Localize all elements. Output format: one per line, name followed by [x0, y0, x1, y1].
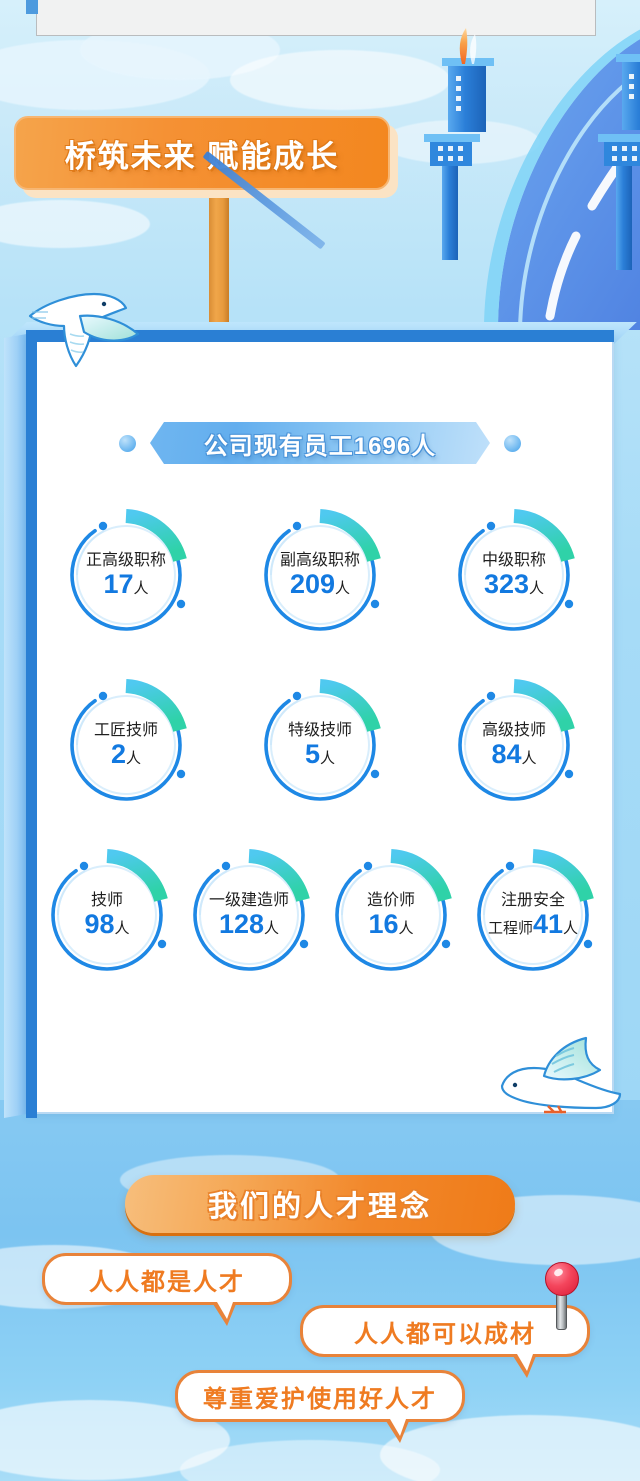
dove-icon-bottom	[492, 1030, 632, 1125]
stat-ring[interactable]: 副高级职称 209人	[253, 508, 387, 642]
pushpin-highlight	[552, 1267, 565, 1278]
pushpin-icon	[545, 1262, 579, 1332]
philosophy-heading-pill: 我们的人才理念	[125, 1175, 515, 1233]
pushpin-head	[545, 1262, 579, 1296]
previous-section-panel-leftbar	[26, 0, 38, 14]
stat-ring[interactable]: 高级技师 84人	[447, 678, 581, 812]
bridge-tower-left	[424, 28, 494, 260]
bubble-tail	[213, 1302, 236, 1326]
stat-ring[interactable]: 特级技师 5人	[253, 678, 387, 812]
stat-ring[interactable]: 技师 98人	[40, 848, 174, 982]
card-top-border	[26, 330, 614, 342]
stats-row: 技师 98人 一级建造师 128人	[26, 830, 614, 1000]
philosophy-bubble-text: 尊重爱护使用好人才	[203, 1385, 437, 1413]
cloud-shape	[380, 1415, 640, 1481]
dove-icon-top	[18, 282, 158, 377]
stat-ring[interactable]: 工匠技师 2人	[59, 678, 193, 812]
philosophy-bubble-2[interactable]: 人人都可以成材	[300, 1305, 590, 1378]
bridge-road-illustration	[380, 0, 640, 330]
cloud-shape	[230, 50, 450, 110]
stats-row: 正高级职称 17人 副高级职称 209人	[26, 490, 614, 660]
cloud-shape	[180, 1440, 440, 1481]
stat-ring[interactable]: 一级建造师 128人	[182, 848, 316, 982]
ribbon-title: 公司现有员工1696人	[203, 432, 437, 460]
stat-ring[interactable]: 注册安全 工程师 41 人	[466, 848, 600, 982]
stat-ring[interactable]: 中级职称 323人	[447, 508, 581, 642]
ribbon-dot-left	[119, 434, 136, 452]
philosophy-bubble-3[interactable]: 尊重爱护使用好人才	[175, 1370, 465, 1443]
philosophy-bubble-text: 人人都可以成材	[354, 1320, 536, 1348]
stat-ring[interactable]: 造价师 16人	[324, 848, 458, 982]
signboard-panel: 桥筑未来 赋能成长	[14, 116, 390, 190]
card-left-border	[26, 330, 37, 1118]
stats-card	[26, 334, 614, 1114]
cloud-shape	[0, 200, 150, 248]
stats-grid: 正高级职称 17人 副高级职称 209人	[26, 490, 614, 1010]
card-left-bevel	[4, 334, 26, 1118]
ribbon-banner: 公司现有员工1696人	[150, 422, 490, 464]
philosophy-bubble-1[interactable]: 人人都是人才	[42, 1253, 292, 1326]
headline-signboard: 桥筑未来 赋能成长	[14, 116, 398, 384]
bubble-tail	[513, 1354, 536, 1378]
stats-row: 工匠技师 2人 特级技师 5人	[26, 660, 614, 830]
ribbon-dot-right	[504, 434, 521, 452]
philosophy-heading: 我们的人才理念	[207, 1191, 432, 1223]
bubble-tail	[386, 1419, 409, 1443]
headline-text: 桥筑未来 赋能成长	[64, 138, 340, 174]
bridge-tower-right	[598, 54, 640, 270]
previous-section-panel	[36, 0, 596, 36]
stat-ring[interactable]: 正高级职称 17人	[59, 508, 193, 642]
philosophy-bubble-text: 人人都是人才	[89, 1268, 245, 1296]
card-title-row: 公司现有员工1696人	[26, 420, 614, 466]
